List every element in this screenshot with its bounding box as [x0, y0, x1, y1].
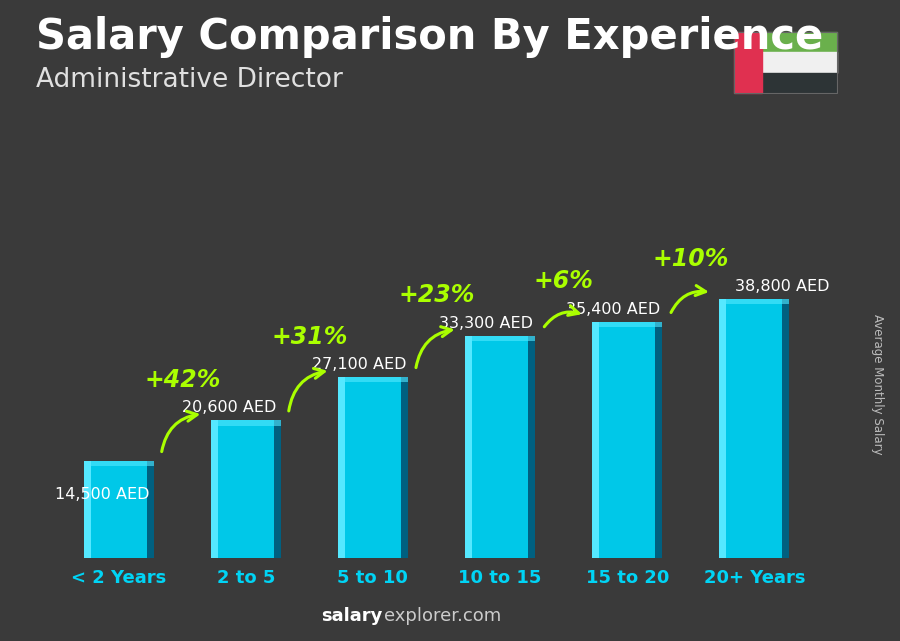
- Bar: [719, 299, 726, 558]
- Bar: [211, 420, 218, 558]
- Bar: [84, 461, 154, 467]
- Text: +6%: +6%: [534, 269, 594, 294]
- Text: 27,100 AED: 27,100 AED: [312, 357, 407, 372]
- Bar: [465, 336, 535, 341]
- Bar: [719, 299, 789, 304]
- Bar: [84, 461, 91, 558]
- Bar: [211, 420, 281, 558]
- Bar: [338, 377, 408, 382]
- Text: Administrative Director: Administrative Director: [36, 67, 343, 94]
- Bar: [592, 322, 662, 558]
- Bar: [338, 377, 408, 558]
- Bar: [465, 336, 535, 558]
- Bar: [338, 377, 345, 558]
- Bar: [592, 322, 662, 327]
- Bar: [762, 32, 837, 53]
- Bar: [211, 420, 281, 426]
- Bar: [400, 377, 408, 558]
- Bar: [465, 336, 472, 558]
- Text: +42%: +42%: [144, 368, 220, 392]
- Bar: [762, 53, 837, 72]
- Bar: [734, 32, 762, 93]
- Text: 33,300 AED: 33,300 AED: [439, 315, 533, 331]
- Text: +10%: +10%: [652, 247, 729, 271]
- Text: salary: salary: [321, 607, 382, 625]
- Bar: [84, 461, 154, 558]
- Text: Average Monthly Salary: Average Monthly Salary: [871, 314, 884, 455]
- Bar: [719, 299, 789, 558]
- Bar: [274, 420, 281, 558]
- Text: 38,800 AED: 38,800 AED: [735, 279, 830, 294]
- Bar: [147, 461, 154, 558]
- Bar: [762, 72, 837, 93]
- Text: +23%: +23%: [399, 283, 474, 307]
- Text: 14,500 AED: 14,500 AED: [55, 487, 149, 502]
- Text: 20,600 AED: 20,600 AED: [182, 401, 276, 415]
- Bar: [782, 299, 789, 558]
- Text: explorer.com: explorer.com: [384, 607, 501, 625]
- Text: 35,400 AED: 35,400 AED: [566, 302, 661, 317]
- Text: +31%: +31%: [271, 325, 347, 349]
- Bar: [655, 322, 662, 558]
- Bar: [528, 336, 535, 558]
- Text: Salary Comparison By Experience: Salary Comparison By Experience: [36, 16, 824, 58]
- Bar: [592, 322, 599, 558]
